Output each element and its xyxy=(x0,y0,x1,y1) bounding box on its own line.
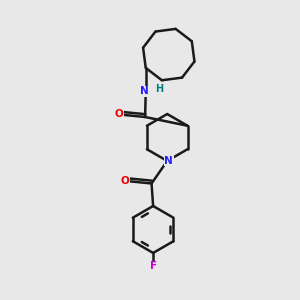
Text: N: N xyxy=(140,86,148,96)
Text: N: N xyxy=(164,156,173,166)
Text: H: H xyxy=(155,84,163,94)
Text: O: O xyxy=(115,110,123,119)
Text: F: F xyxy=(150,261,157,271)
Text: O: O xyxy=(121,176,130,186)
